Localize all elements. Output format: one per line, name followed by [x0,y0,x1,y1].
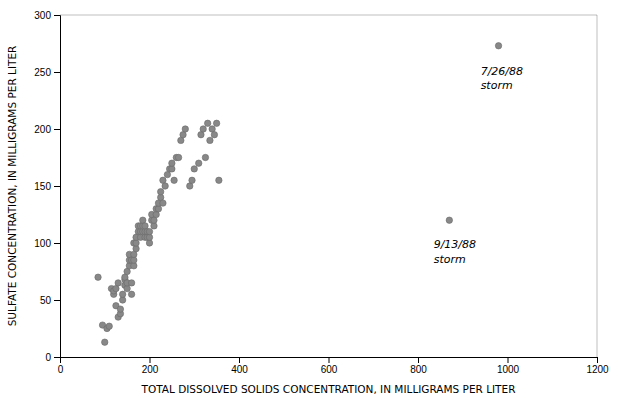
point [216,177,222,183]
tick: 200 [142,357,159,375]
tick-mark [54,72,60,73]
point [95,274,101,280]
points [95,43,502,346]
tick-mark [597,357,598,363]
point [196,160,202,166]
point [128,291,134,297]
tick: 600 [321,357,338,375]
tick-label: 150 [34,181,51,192]
point [495,43,501,49]
tick: 150 [34,181,60,192]
point [117,306,123,312]
tick: 300 [34,10,60,21]
x-axis-title: TOTAL DISSOLVED SOLIDS CONCENTRATION, IN… [141,383,516,395]
point [106,323,112,329]
point [102,339,108,345]
point [175,154,181,160]
tick: 100 [34,238,60,249]
point [202,154,208,160]
point [200,126,206,132]
tick-label: 0 [58,364,64,375]
point [146,228,152,234]
point [191,166,197,172]
tick-label: 0 [45,352,51,363]
x-axis: 0 200 400 600 800 1000 1200 [58,357,609,375]
tick-mark [418,357,419,363]
annotation-line: storm [434,253,466,266]
annotation: 7/26/88storm [481,65,523,92]
annotation-line: 9/13/88 [434,238,476,251]
tick-mark [54,357,60,358]
tick-mark [54,15,60,16]
point [182,126,188,132]
tick: 0 [58,357,64,375]
tick-label: 1000 [497,364,520,375]
tick-mark [329,357,330,363]
point [115,280,121,286]
y-axis-title: SULFATE CONCENTRATION, IN MILLIGRAMS PER… [6,46,18,327]
tick: 800 [410,357,427,375]
tick: 200 [34,124,60,135]
tick: 400 [231,357,248,375]
tick-label: 200 [142,364,159,375]
point [169,160,175,166]
tick-mark [150,357,151,363]
point [157,189,163,195]
tick-label: 100 [34,238,51,249]
tick-label: 50 [40,295,52,306]
point [446,217,452,223]
chart-svg: 0 200 400 600 800 1000 1200 0 50 100 150 200 250 300 7… [0,0,619,403]
tick: 250 [34,67,60,78]
tick-mark [54,186,60,187]
annotation-line: 7/26/88 [481,65,523,78]
annotations: 7/26/88storm9/13/88storm [434,65,523,266]
y-axis: 0 50 100 150 200 250 300 [34,10,60,363]
point [207,137,213,143]
tick: 1200 [586,357,609,375]
frame-right [597,15,598,357]
point [213,120,219,126]
annotation: 9/13/88 storm [434,238,476,265]
tick-mark [239,357,240,363]
tick: 1000 [497,357,520,375]
tick-label: 600 [321,364,338,375]
axis-line [54,16,61,358]
point [119,291,125,297]
tick-mark [54,300,60,301]
point [160,200,166,206]
tick-label: 1200 [586,364,609,375]
frame-top [60,15,597,16]
point [204,120,210,126]
tick-mark [54,243,60,244]
point [162,183,168,189]
tick-mark [54,129,60,130]
point [128,280,134,286]
point [189,177,195,183]
tick-label: 400 [231,364,248,375]
plot: 0 200 400 600 800 1000 1200 0 50 100 150 200 250 300 7… [34,10,609,375]
point [171,177,177,183]
tick: 0 [45,352,60,363]
tick-label: 200 [34,124,51,135]
tick-label: 300 [34,10,51,21]
tick-mark [508,357,509,363]
tick: 50 [40,295,60,306]
point [211,132,217,138]
axis-line [61,358,598,364]
annotation-line: storm [481,79,513,92]
tick-label: 250 [34,67,51,78]
tick-label: 800 [410,364,427,375]
chart-container: 0 200 400 600 800 1000 1200 0 50 100 150 200 250 300 7… [0,0,619,403]
